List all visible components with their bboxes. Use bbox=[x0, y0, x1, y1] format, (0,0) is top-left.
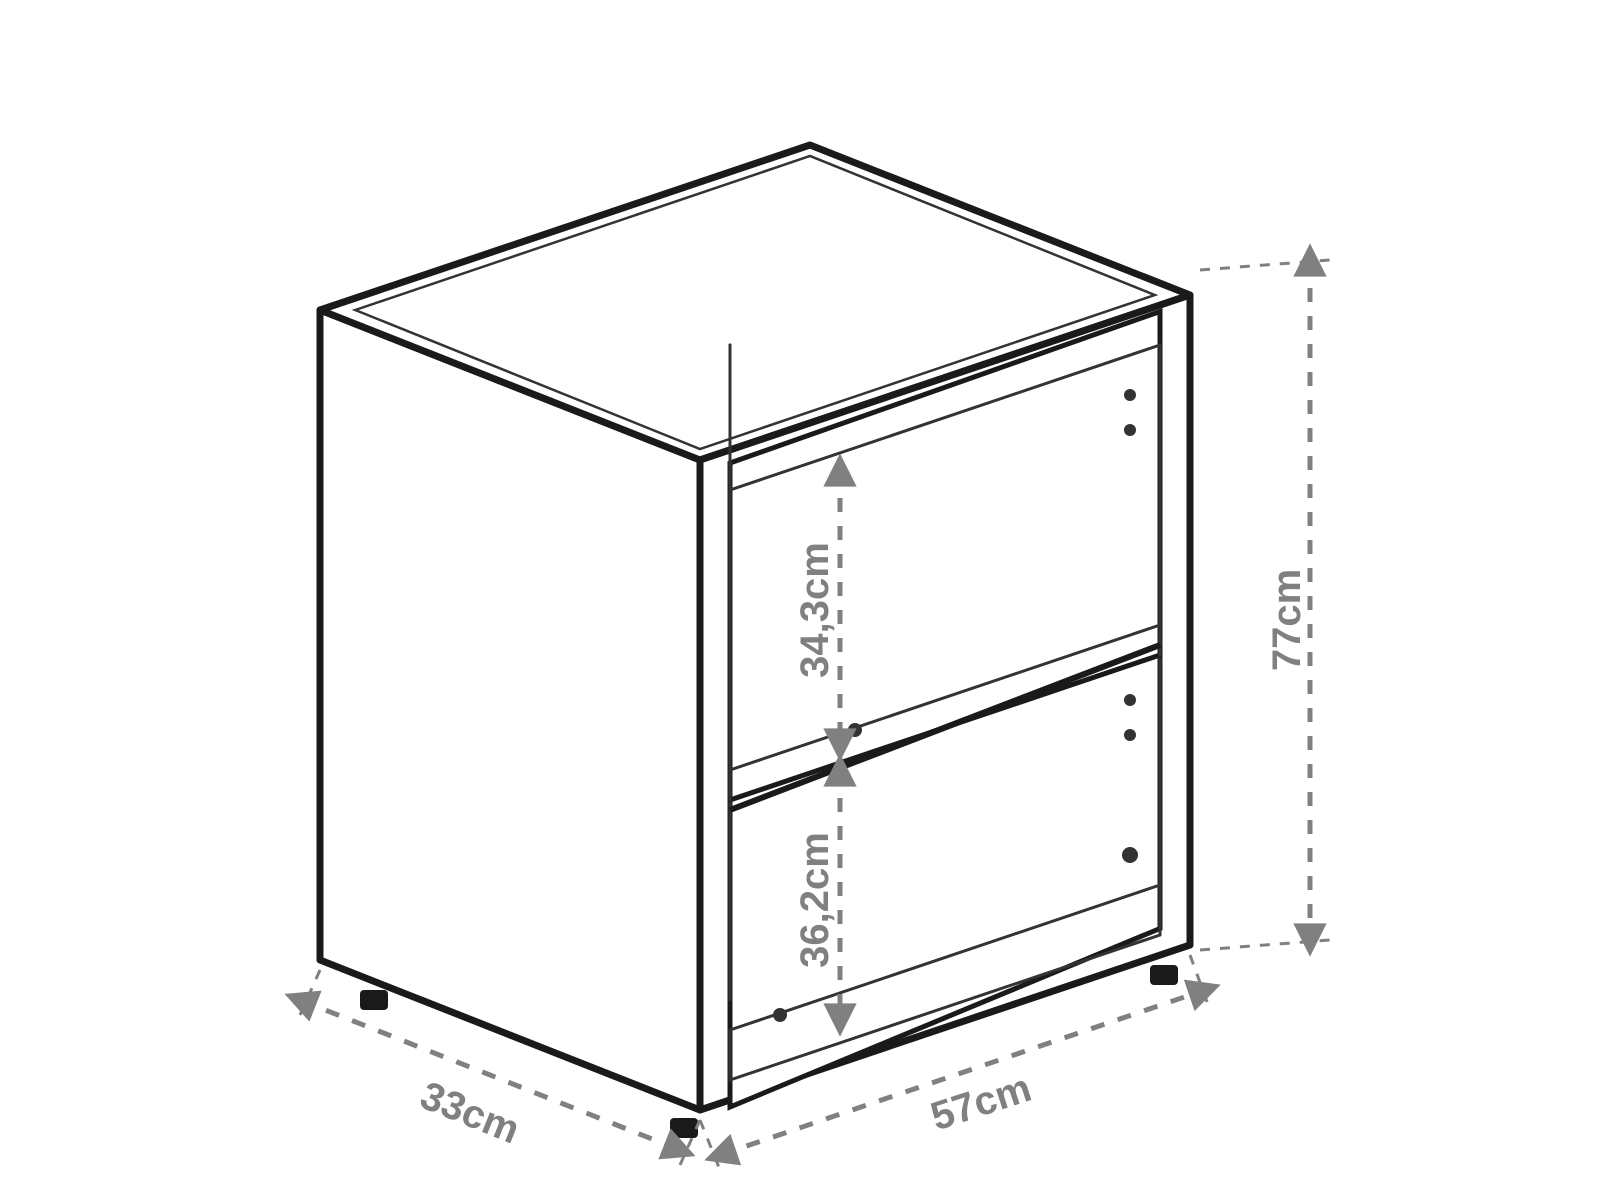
dim-label-lower: 36,2cm bbox=[793, 832, 837, 968]
pin-hole bbox=[1122, 847, 1138, 863]
cabinet-foot bbox=[360, 990, 388, 1010]
cabinet-foot bbox=[670, 1118, 698, 1138]
pin-hole bbox=[1124, 694, 1136, 706]
dim-label-height: 77cm bbox=[1265, 569, 1309, 671]
dim-label-upper: 34,3cm bbox=[793, 542, 837, 678]
dim-text-upper: 34,3cm bbox=[793, 542, 837, 678]
cabinet-drawing bbox=[320, 145, 1190, 1138]
pin-hole bbox=[1124, 729, 1136, 741]
dim-text-height: 77cm bbox=[1265, 569, 1309, 671]
dim-text-lower: 36,2cm bbox=[793, 832, 837, 968]
pin-hole bbox=[773, 1008, 787, 1022]
pin-hole bbox=[1124, 389, 1136, 401]
dim-label-depth: 33cm bbox=[414, 1073, 525, 1152]
pin-hole bbox=[848, 723, 862, 737]
cabinet-foot bbox=[1150, 965, 1178, 985]
pin-hole bbox=[1124, 424, 1136, 436]
dim-text-depth: 33cm bbox=[414, 1073, 525, 1152]
